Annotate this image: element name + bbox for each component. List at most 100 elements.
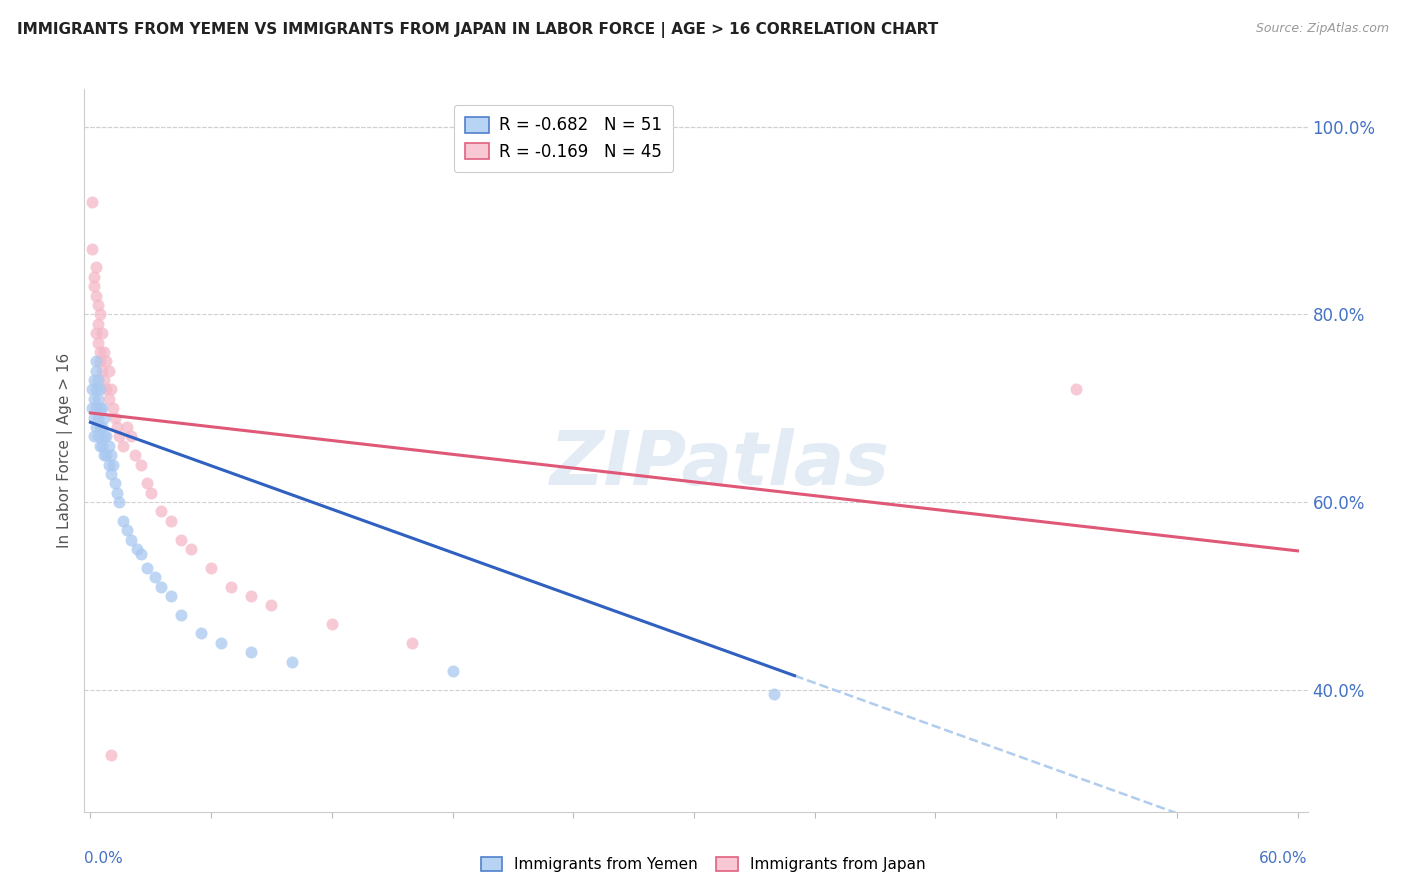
- Point: [107, 429, 129, 443]
- Point: [105, 485, 128, 500]
- Point: [87, 298, 110, 312]
- Point: [240, 645, 263, 659]
- Point: [91, 420, 114, 434]
- Point: [160, 514, 183, 528]
- Point: [93, 448, 115, 462]
- Point: [93, 429, 115, 443]
- Point: [96, 448, 118, 462]
- Point: [89, 401, 111, 416]
- Point: [89, 307, 111, 321]
- Point: [97, 439, 120, 453]
- Point: [82, 401, 104, 416]
- Point: [125, 541, 148, 556]
- Point: [101, 458, 124, 472]
- Point: [135, 560, 157, 574]
- Text: Source: ZipAtlas.com: Source: ZipAtlas.com: [1256, 22, 1389, 36]
- Point: [91, 401, 114, 416]
- Point: [111, 514, 134, 528]
- Point: [83, 392, 105, 406]
- Point: [86, 420, 108, 434]
- Point: [89, 383, 111, 397]
- Point: [87, 429, 110, 443]
- Point: [82, 242, 104, 256]
- Point: [170, 607, 193, 622]
- Point: [321, 617, 343, 632]
- Point: [87, 392, 110, 406]
- Point: [89, 439, 111, 453]
- Point: [86, 364, 108, 378]
- Point: [107, 495, 129, 509]
- Point: [200, 560, 222, 574]
- Point: [89, 420, 111, 434]
- Point: [86, 401, 108, 416]
- Point: [111, 439, 134, 453]
- Point: [86, 260, 108, 275]
- Point: [401, 636, 423, 650]
- Legend: R = -0.682   N = 51, R = -0.169   N = 45: R = -0.682 N = 51, R = -0.169 N = 45: [454, 104, 673, 172]
- Point: [149, 580, 172, 594]
- Point: [103, 476, 125, 491]
- Point: [82, 194, 104, 209]
- Point: [115, 523, 138, 537]
- Text: ZIPatlas: ZIPatlas: [550, 428, 890, 501]
- Point: [209, 636, 232, 650]
- Point: [97, 364, 120, 378]
- Point: [160, 589, 183, 603]
- Point: [120, 533, 142, 547]
- Point: [93, 410, 115, 425]
- Point: [83, 429, 105, 443]
- Point: [441, 664, 464, 678]
- Point: [87, 335, 110, 350]
- Point: [100, 467, 122, 481]
- Point: [83, 373, 105, 387]
- Point: [87, 373, 110, 387]
- Point: [260, 599, 283, 613]
- Point: [96, 383, 118, 397]
- Point: [219, 580, 242, 594]
- Point: [101, 401, 124, 416]
- Point: [86, 326, 108, 341]
- Point: [83, 269, 105, 284]
- Point: [82, 383, 104, 397]
- Point: [129, 547, 152, 561]
- Point: [115, 420, 138, 434]
- Text: 60.0%: 60.0%: [1260, 852, 1308, 866]
- Point: [86, 383, 108, 397]
- Text: IMMIGRANTS FROM YEMEN VS IMMIGRANTS FROM JAPAN IN LABOR FORCE | AGE > 16 CORRELA: IMMIGRANTS FROM YEMEN VS IMMIGRANTS FROM…: [17, 22, 938, 38]
- Point: [97, 458, 120, 472]
- Point: [83, 410, 105, 425]
- Point: [87, 410, 110, 425]
- Point: [103, 410, 125, 425]
- Point: [124, 448, 146, 462]
- Point: [105, 420, 128, 434]
- Point: [763, 688, 786, 702]
- Point: [180, 541, 202, 556]
- Point: [100, 748, 122, 763]
- Text: 0.0%: 0.0%: [84, 852, 124, 866]
- Point: [139, 485, 162, 500]
- Point: [89, 345, 111, 359]
- Point: [149, 504, 172, 518]
- Point: [91, 364, 114, 378]
- Legend: Immigrants from Yemen, Immigrants from Japan: Immigrants from Yemen, Immigrants from J…: [472, 849, 934, 880]
- Point: [86, 354, 108, 368]
- Point: [97, 392, 120, 406]
- Point: [100, 448, 122, 462]
- Point: [1064, 383, 1087, 397]
- Point: [89, 354, 111, 368]
- Point: [93, 373, 115, 387]
- Point: [91, 326, 114, 341]
- Point: [190, 626, 212, 640]
- Point: [93, 345, 115, 359]
- Point: [120, 429, 142, 443]
- Point: [91, 439, 114, 453]
- Point: [100, 383, 122, 397]
- Point: [135, 476, 157, 491]
- Point: [87, 317, 110, 331]
- Point: [96, 429, 118, 443]
- Y-axis label: In Labor Force | Age > 16: In Labor Force | Age > 16: [58, 353, 73, 548]
- Point: [240, 589, 263, 603]
- Point: [143, 570, 166, 584]
- Point: [86, 288, 108, 302]
- Point: [129, 458, 152, 472]
